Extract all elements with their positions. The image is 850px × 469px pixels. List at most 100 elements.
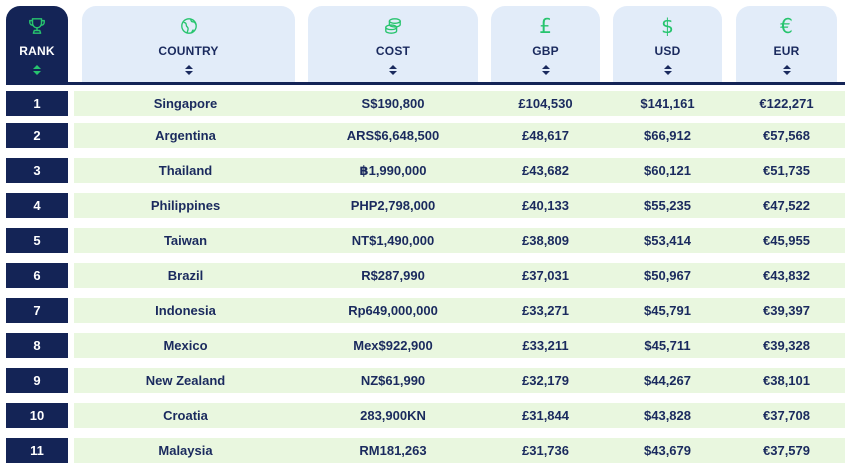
gbp-cell: £104,530 <box>518 96 573 111</box>
rank-cell: 4 <box>6 193 68 218</box>
header-usd[interactable]: $ USD <box>613 6 722 82</box>
eur-cell: €122,271 <box>759 96 814 111</box>
rank-cell: 11 <box>6 438 68 463</box>
cost-cell: S$190,800 <box>361 96 425 111</box>
gbp-cell: £31,736 <box>522 443 569 458</box>
country-cell: Brazil <box>167 268 204 283</box>
table-row: 10 Croatia 283,900KN £31,844 $43,828 €37… <box>6 403 845 428</box>
table-row: 2 Argentina ARS$6,648,500 £48,617 $66,91… <box>6 123 845 148</box>
eur-cell: €51,735 <box>763 163 810 178</box>
header-rank-label: RANK <box>19 44 55 58</box>
cost-cell: NT$1,490,000 <box>351 233 435 248</box>
eur-cell: €43,832 <box>763 268 810 283</box>
country-cell: Thailand <box>158 163 213 178</box>
row-band <box>74 193 845 218</box>
sort-arrows-icon[interactable] <box>541 65 550 77</box>
gbp-cell: £38,809 <box>522 233 569 248</box>
dollar-icon: $ <box>661 14 674 38</box>
header-cost-label: COST <box>375 44 411 58</box>
gbp-cell: £31,844 <box>522 408 569 423</box>
row-band <box>74 438 845 463</box>
country-cell: New Zealand <box>145 373 226 388</box>
header-divider <box>6 82 845 85</box>
gbp-cell: £43,682 <box>522 163 569 178</box>
usd-cell: $53,414 <box>644 233 691 248</box>
gbp-cell: £33,211 <box>522 338 569 353</box>
cost-cell: Rp649,000,000 <box>348 303 438 318</box>
gbp-cell: £40,133 <box>522 198 569 213</box>
country-cell: Singapore <box>153 96 218 111</box>
rank-cell: 1 <box>6 91 68 116</box>
usd-cell: $44,267 <box>644 373 691 388</box>
country-cell: Mexico <box>163 338 208 353</box>
usd-cell: $55,235 <box>644 198 691 213</box>
country-cell: Philippines <box>150 198 221 213</box>
rank-cell: 7 <box>6 298 68 323</box>
header-country[interactable]: COUNTRY <box>82 6 295 82</box>
country-cell: Indonesia <box>155 303 216 318</box>
row-band <box>74 228 845 253</box>
usd-cell: $43,679 <box>644 443 691 458</box>
row-band <box>74 368 845 393</box>
header-eur[interactable]: € EUR <box>736 6 837 82</box>
eur-cell: €57,568 <box>763 128 810 143</box>
cost-cell: ARS$6,648,500 <box>346 128 440 143</box>
header-eur-label: EUR <box>773 44 800 58</box>
table-row: 11 Malaysia RM181,263 £31,736 $43,679 €3… <box>6 438 845 463</box>
rank-cell: 8 <box>6 333 68 358</box>
rank-cell: 9 <box>6 368 68 393</box>
table-row: 9 New Zealand NZ$61,990 £32,179 $44,267 … <box>6 368 845 393</box>
sort-arrows-icon[interactable] <box>389 65 397 77</box>
globe-icon <box>180 15 198 37</box>
eur-cell: €45,955 <box>763 233 810 248</box>
row-band <box>74 158 845 183</box>
usd-cell: $45,791 <box>644 303 691 318</box>
cost-cell: R$287,990 <box>361 268 425 283</box>
country-cell: Malaysia <box>158 443 213 458</box>
sort-arrows-icon[interactable] <box>184 65 193 77</box>
usd-cell: $141,161 <box>640 96 695 111</box>
eur-cell: €47,522 <box>763 198 810 213</box>
cost-cell: ฿1,990,000 <box>359 162 427 178</box>
gbp-cell: £37,031 <box>522 268 569 283</box>
country-cell: Croatia <box>163 408 208 423</box>
table-row: 5 Taiwan NT$1,490,000 £38,809 $53,414 €4… <box>6 228 845 253</box>
cost-cell: Mex$922,900 <box>353 338 433 353</box>
trophy-icon <box>28 15 46 37</box>
sort-arrows-icon[interactable] <box>33 65 41 77</box>
usd-cell: $50,967 <box>644 268 691 283</box>
row-band <box>74 91 845 116</box>
header-country-label: COUNTRY <box>158 44 219 58</box>
usd-cell: $45,711 <box>644 338 691 353</box>
rank-cell: 3 <box>6 158 68 183</box>
pound-icon: £ <box>539 14 552 38</box>
gbp-cell: £32,179 <box>522 373 569 388</box>
header-gbp-label: GBP <box>532 44 559 58</box>
gbp-cell: £48,617 <box>522 128 569 143</box>
table-row: 7 Indonesia Rp649,000,000 £33,271 $45,79… <box>6 298 845 323</box>
usd-cell: $60,121 <box>644 163 691 178</box>
cost-cell: PHP2,798,000 <box>350 198 436 213</box>
eur-cell: €37,579 <box>763 443 810 458</box>
gbp-cell: £33,271 <box>522 303 569 318</box>
header-rank[interactable]: RANK <box>6 6 68 82</box>
sort-arrows-icon[interactable] <box>782 65 791 77</box>
table-row: 4 Philippines PHP2,798,000 £40,133 $55,2… <box>6 193 845 218</box>
table-row: 1 Singapore S$190,800 £104,530 $141,161 … <box>6 91 845 116</box>
country-cell: Taiwan <box>163 233 208 248</box>
table-row: 3 Thailand ฿1,990,000 £43,682 $60,121 €5… <box>6 158 845 183</box>
cost-cell: 283,900KN <box>360 408 426 423</box>
table-row: 6 Brazil R$287,990 £37,031 $50,967 €43,8… <box>6 263 845 288</box>
rank-cell: 2 <box>6 123 68 148</box>
header-cost[interactable]: COST <box>308 6 478 82</box>
row-band <box>74 123 845 148</box>
eur-cell: €39,397 <box>763 303 810 318</box>
row-band <box>74 298 845 323</box>
rank-cell: 5 <box>6 228 68 253</box>
row-band <box>74 263 845 288</box>
sort-arrows-icon[interactable] <box>663 65 672 77</box>
header-usd-label: USD <box>654 44 681 58</box>
row-band <box>74 333 845 358</box>
header-gbp[interactable]: £ GBP <box>491 6 600 82</box>
row-band <box>74 403 845 428</box>
